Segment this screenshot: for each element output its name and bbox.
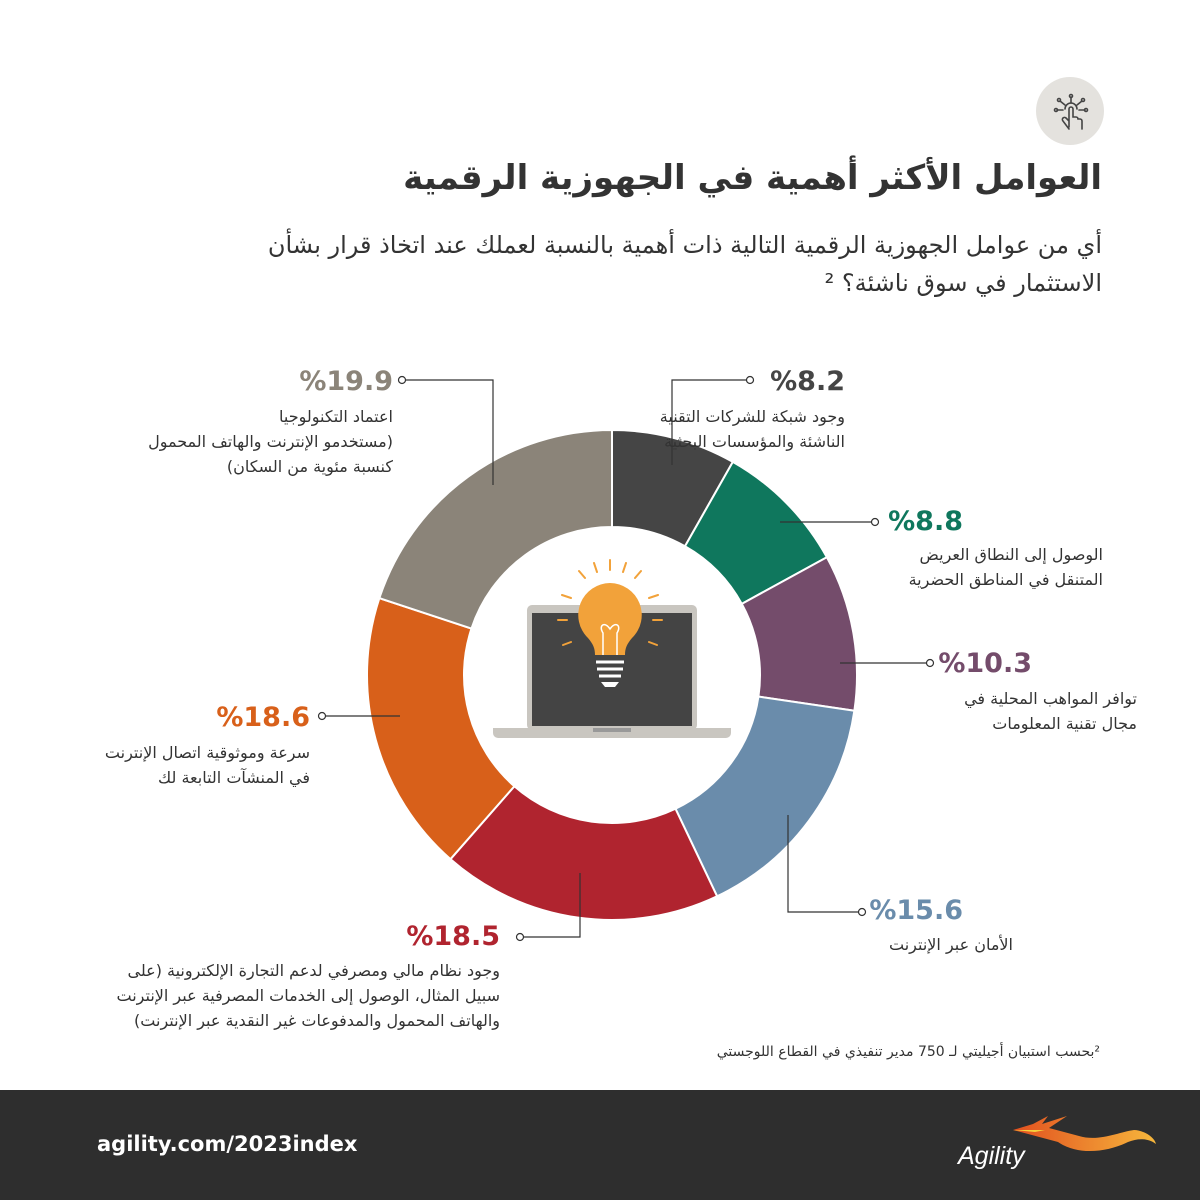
leader-line-3 — [787, 815, 862, 913]
slice-label-line: كنسبة مئوية من السكان) — [226, 457, 393, 476]
leader-line-4 — [520, 873, 581, 938]
donut-slice-6 — [378, 428, 613, 630]
slice-category-label: اعتماد التكنولوجيا (مستخدمو الإنترنت واله… — [103, 404, 393, 479]
slice-label-line: في المنشآت التابعة لك — [158, 768, 310, 787]
slice-label-line: اعتماد التكنولوجيا — [279, 407, 393, 426]
slice-category-label: توافر المواهب المحلية في مجال تقنية المعل… — [927, 686, 1137, 736]
slice-value-label: %8.8 — [888, 506, 963, 537]
slice-category-label: سرعة وموثوقية اتصال الإنترنت في المنشآت ا… — [50, 740, 310, 790]
agility-bird-logo — [1013, 1116, 1156, 1152]
leader-dot-2 — [925, 658, 935, 668]
slice-label-line: الناشئة والمؤسسات البحثية — [664, 432, 845, 451]
brand-name: Agility — [958, 1142, 1025, 1170]
slice-label-line: والهاتف المحمول والمدفوعات غير النقدية ع… — [134, 1011, 500, 1030]
leader-dot-5 — [317, 711, 327, 721]
slice-label-line: وجود نظام مالي ومصرفي لدعم التجارة الإلك… — [127, 961, 500, 980]
slice-label-line: الأمان عبر الإنترنت — [889, 935, 1013, 954]
leader-dot-1 — [870, 517, 880, 527]
slice-value-label: %19.9 — [299, 366, 393, 397]
donut-chart — [317, 375, 935, 942]
header-icon — [1036, 77, 1104, 145]
slice-label-line: مجال تقنية المعلومات — [992, 714, 1137, 733]
footnote: ²بحسب استبيان أجيليتي لـ 750 مدير تنفيذي… — [716, 1044, 1100, 1060]
hand-pointer-network-icon — [1053, 93, 1089, 130]
slice-label-line: (مستخدمو الإنترنت والهاتف المحمول — [148, 432, 393, 451]
slice-category-label: وجود شبكة للشركات التقنية الناشئة والمؤسس… — [625, 404, 845, 454]
slice-label-line: سبيل المثال، الوصول إلى الخدمات المصرفية… — [116, 986, 501, 1005]
slice-label-line: المتنقل في المناطق الحضرية — [908, 570, 1103, 589]
page-title: العوامل الأكثر أهمية في الجهوزية الرقمية — [403, 158, 1102, 198]
footer — [0, 1090, 1200, 1200]
slice-value-label: %15.6 — [869, 895, 963, 926]
leader-line-0 — [671, 379, 750, 465]
leader-dot-6 — [397, 375, 407, 385]
slice-label-line: وجود شبكة للشركات التقنية — [659, 407, 845, 426]
slice-category-label: الوصول إلى النطاق العريض المتنقل في المنا… — [873, 542, 1103, 592]
slice-category-label: الأمان عبر الإنترنت — [853, 932, 1013, 957]
leader-dot-3 — [857, 907, 867, 917]
slice-label-line: الوصول إلى النطاق العريض — [919, 545, 1103, 564]
donut-slice-4 — [449, 784, 719, 921]
slice-value-label: %10.3 — [938, 648, 1032, 679]
page-subtitle: أي من عوامل الجهوزية الرقمية التالية ذات… — [267, 231, 1102, 297]
slice-label-line: توافر المواهب المحلية في — [964, 689, 1137, 708]
leader-dot-4 — [515, 932, 525, 942]
slice-value-label: %18.6 — [216, 702, 310, 733]
slice-label-line: سرعة وموثوقية اتصال الإنترنت — [104, 743, 310, 762]
slice-value-label: %8.2 — [770, 366, 845, 397]
leader-line-6 — [402, 379, 494, 485]
footer-url-link[interactable]: agility.com/2023index — [97, 1132, 358, 1156]
laptop-lightbulb-icon — [493, 559, 731, 738]
slice-value-label: %18.5 — [406, 921, 500, 952]
leader-dot-0 — [745, 375, 755, 385]
slice-category-label: وجود نظام مالي ومصرفي لدعم التجارة الإلك… — [60, 958, 501, 1033]
